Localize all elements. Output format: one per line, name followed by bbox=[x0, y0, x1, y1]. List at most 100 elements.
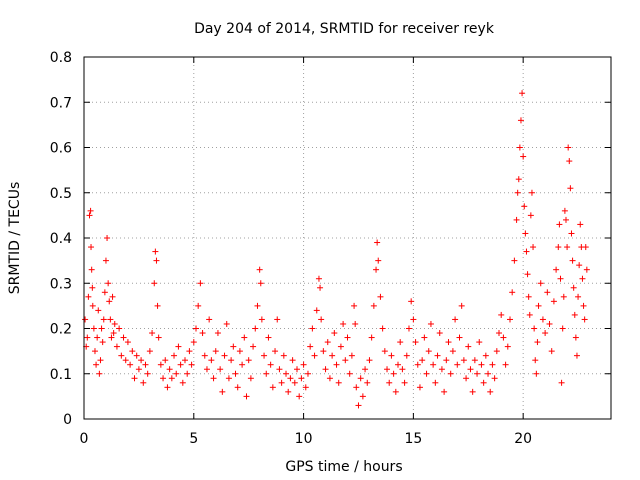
data-point bbox=[101, 289, 108, 296]
data-point bbox=[346, 370, 353, 377]
y-tick-label: 0.3 bbox=[50, 276, 72, 292]
data-point bbox=[105, 280, 112, 287]
data-point bbox=[353, 384, 360, 391]
data-point bbox=[110, 330, 117, 337]
data-point bbox=[140, 379, 147, 386]
data-point bbox=[166, 366, 173, 373]
y-axis-label: SRMTID / TECUs bbox=[7, 182, 23, 295]
data-point bbox=[214, 330, 221, 337]
data-point bbox=[94, 334, 101, 341]
data-point bbox=[427, 320, 434, 327]
data-point bbox=[577, 221, 584, 228]
data-point bbox=[326, 375, 333, 382]
data-point bbox=[85, 293, 92, 300]
data-point bbox=[234, 384, 241, 391]
data-point bbox=[379, 325, 386, 332]
chart-title: Day 204 of 2014, SRMTID for receiver rey… bbox=[194, 21, 495, 37]
data-point bbox=[532, 357, 539, 364]
data-point bbox=[278, 379, 285, 386]
y-tick-label: 0.7 bbox=[50, 95, 72, 111]
data-point bbox=[122, 357, 129, 364]
data-point bbox=[315, 275, 322, 282]
tick-labels: 0 5 10 15 20 0 0.1 0.2 0.3 0.4 0.5 0.6 0.7 0.8 bbox=[50, 50, 532, 447]
data-point bbox=[414, 361, 421, 368]
data-point bbox=[524, 271, 531, 278]
data-point bbox=[239, 361, 246, 368]
data-point bbox=[107, 316, 114, 323]
data-point bbox=[168, 375, 175, 382]
data-point bbox=[441, 388, 448, 395]
data-point bbox=[456, 334, 463, 341]
data-point bbox=[531, 325, 538, 332]
data-points bbox=[82, 90, 590, 409]
data-point bbox=[96, 370, 103, 377]
data-point bbox=[87, 207, 94, 214]
data-point bbox=[562, 216, 569, 223]
data-point bbox=[443, 357, 450, 364]
data-point bbox=[504, 343, 511, 350]
data-point bbox=[434, 352, 441, 359]
data-point bbox=[478, 361, 485, 368]
data-point bbox=[579, 275, 586, 282]
data-point bbox=[197, 280, 204, 287]
data-point bbox=[388, 352, 395, 359]
data-point bbox=[454, 361, 461, 368]
y-tick-label: 0.2 bbox=[50, 322, 72, 338]
data-point bbox=[212, 348, 219, 355]
data-point bbox=[98, 325, 105, 332]
data-point bbox=[243, 393, 250, 400]
data-point bbox=[570, 284, 577, 291]
data-point bbox=[99, 339, 106, 346]
data-point bbox=[108, 334, 115, 341]
data-point bbox=[390, 370, 397, 377]
data-point bbox=[460, 357, 467, 364]
data-point bbox=[362, 366, 369, 373]
data-point bbox=[177, 361, 184, 368]
data-point bbox=[90, 325, 97, 332]
data-point bbox=[546, 320, 553, 327]
data-point bbox=[144, 370, 151, 377]
data-point bbox=[397, 339, 404, 346]
data-point bbox=[576, 262, 583, 269]
data-point bbox=[175, 343, 182, 350]
data-point bbox=[254, 302, 261, 309]
data-point bbox=[221, 352, 228, 359]
data-point bbox=[516, 144, 523, 151]
data-point bbox=[245, 357, 252, 364]
y-tick-label: 0.6 bbox=[50, 141, 72, 157]
data-point bbox=[102, 257, 109, 264]
data-point bbox=[265, 334, 272, 341]
data-point bbox=[458, 302, 465, 309]
data-point bbox=[491, 375, 498, 382]
data-point bbox=[533, 370, 540, 377]
data-point bbox=[423, 370, 430, 377]
data-point bbox=[465, 343, 472, 350]
data-point bbox=[555, 244, 562, 251]
data-point bbox=[514, 189, 521, 196]
data-point bbox=[333, 361, 340, 368]
data-point bbox=[359, 393, 366, 400]
data-point bbox=[153, 257, 160, 264]
data-point bbox=[256, 266, 263, 273]
data-point bbox=[374, 239, 381, 246]
data-point bbox=[162, 357, 169, 364]
data-point bbox=[320, 348, 327, 355]
data-point bbox=[340, 320, 347, 327]
data-point bbox=[487, 388, 494, 395]
data-point bbox=[146, 348, 153, 355]
x-tick-label: 0 bbox=[80, 431, 89, 447]
data-point bbox=[556, 221, 563, 228]
data-point bbox=[151, 280, 158, 287]
data-point bbox=[124, 339, 131, 346]
data-point bbox=[149, 330, 156, 337]
data-point bbox=[355, 402, 362, 409]
data-point bbox=[496, 330, 503, 337]
data-point bbox=[485, 370, 492, 377]
data-point bbox=[154, 302, 161, 309]
data-point bbox=[155, 334, 162, 341]
data-point bbox=[572, 334, 579, 341]
data-point bbox=[171, 352, 178, 359]
data-point bbox=[498, 311, 505, 318]
data-point bbox=[482, 352, 489, 359]
data-point bbox=[280, 352, 287, 359]
